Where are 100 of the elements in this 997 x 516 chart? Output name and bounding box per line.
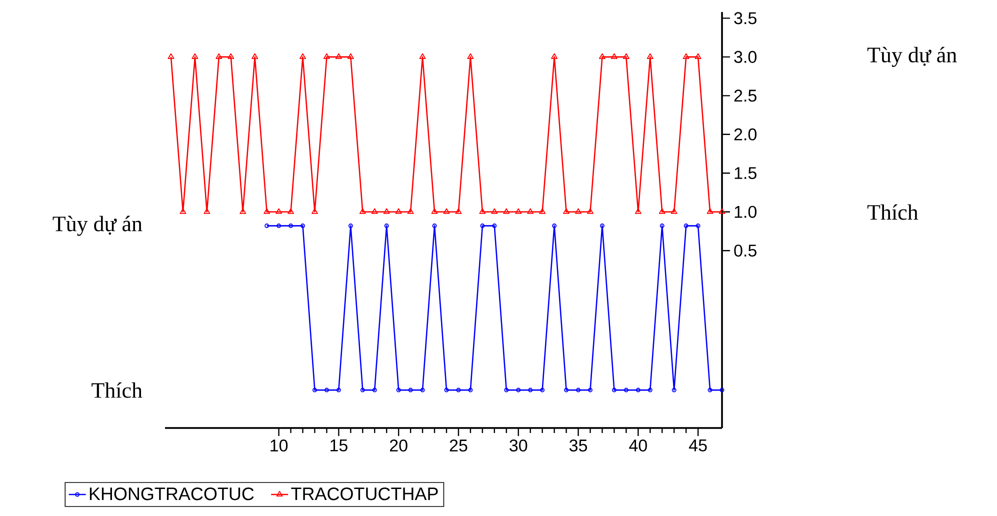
point xyxy=(515,208,522,214)
point xyxy=(612,388,616,392)
x-tick-label: 20 xyxy=(390,440,408,452)
y-tick-label: 3.5 xyxy=(734,12,756,24)
point xyxy=(564,388,569,392)
point xyxy=(694,53,702,59)
point xyxy=(420,388,425,392)
y-tick-label: 2.0 xyxy=(734,128,757,140)
point xyxy=(587,208,594,214)
x-tick-label: 40 xyxy=(629,440,647,452)
point xyxy=(396,388,401,392)
point xyxy=(622,53,630,59)
point xyxy=(324,388,329,392)
point xyxy=(300,224,306,228)
point xyxy=(706,208,714,214)
point xyxy=(372,388,377,392)
y-tick-label: 3.0 xyxy=(734,50,757,63)
text: Tùy dự án xyxy=(52,216,142,236)
point xyxy=(408,388,413,392)
point xyxy=(323,53,330,59)
point xyxy=(636,388,640,392)
point xyxy=(348,224,353,228)
text: Tùy dự án xyxy=(867,46,957,67)
point xyxy=(312,388,317,392)
x-tick-label: 30 xyxy=(510,440,528,452)
point xyxy=(479,208,486,214)
point xyxy=(516,388,521,392)
point xyxy=(624,388,628,392)
x-tick-label: 25 xyxy=(450,440,468,452)
point xyxy=(443,208,450,214)
point xyxy=(492,224,497,228)
x-tick-label: 45 xyxy=(688,440,707,452)
text: Thích xyxy=(867,204,918,220)
point xyxy=(646,53,654,59)
point xyxy=(480,224,485,228)
point xyxy=(180,208,186,214)
point xyxy=(696,224,700,228)
point xyxy=(359,208,366,214)
point xyxy=(276,224,282,228)
x-tick-label: 35 xyxy=(569,440,587,452)
point xyxy=(563,208,570,214)
point xyxy=(600,224,604,228)
point xyxy=(708,388,712,392)
y-tick-label: 1.5 xyxy=(734,167,756,180)
point xyxy=(204,208,210,214)
y-tick-label: 0.5 xyxy=(734,244,756,257)
point xyxy=(336,388,341,392)
point xyxy=(552,224,557,228)
point xyxy=(240,208,246,214)
text: Thích xyxy=(92,382,142,398)
point xyxy=(634,208,642,214)
point xyxy=(503,208,510,214)
point xyxy=(383,208,390,214)
point xyxy=(371,208,378,214)
point xyxy=(660,224,664,228)
point xyxy=(432,224,437,228)
point xyxy=(468,388,473,392)
point xyxy=(384,224,389,228)
y-tick-label: 2.5 xyxy=(734,90,756,102)
point xyxy=(670,208,678,214)
point xyxy=(228,53,234,59)
x-tick-label: 10 xyxy=(270,440,288,452)
point xyxy=(360,388,365,392)
point xyxy=(395,208,402,214)
point xyxy=(599,53,606,59)
point xyxy=(300,53,306,59)
point xyxy=(192,53,198,59)
point xyxy=(551,53,558,59)
point xyxy=(431,208,438,214)
point xyxy=(347,53,354,59)
point xyxy=(276,208,282,214)
point xyxy=(682,53,690,59)
x-tick-label: 15 xyxy=(330,440,348,452)
point xyxy=(419,53,426,59)
point xyxy=(610,53,618,59)
point xyxy=(658,208,666,214)
point xyxy=(588,388,592,392)
point xyxy=(252,53,258,59)
point xyxy=(168,53,174,59)
point xyxy=(407,208,414,214)
point xyxy=(335,53,342,59)
point xyxy=(456,388,461,392)
point xyxy=(718,208,726,214)
point xyxy=(672,388,676,392)
point xyxy=(444,388,449,392)
point xyxy=(288,208,294,214)
point xyxy=(455,208,462,214)
point xyxy=(575,208,582,214)
point xyxy=(684,224,688,228)
point xyxy=(539,208,546,214)
y-tick-label: 1.0 xyxy=(734,206,757,218)
point xyxy=(264,208,270,214)
legend-label: TRACOTUCTHAP xyxy=(291,487,438,500)
point xyxy=(540,388,545,392)
point xyxy=(527,208,534,214)
legend-label: KHONGTRACOTUC xyxy=(90,487,254,500)
point xyxy=(288,224,294,228)
point xyxy=(576,388,581,392)
point xyxy=(504,388,509,392)
point xyxy=(216,53,222,59)
